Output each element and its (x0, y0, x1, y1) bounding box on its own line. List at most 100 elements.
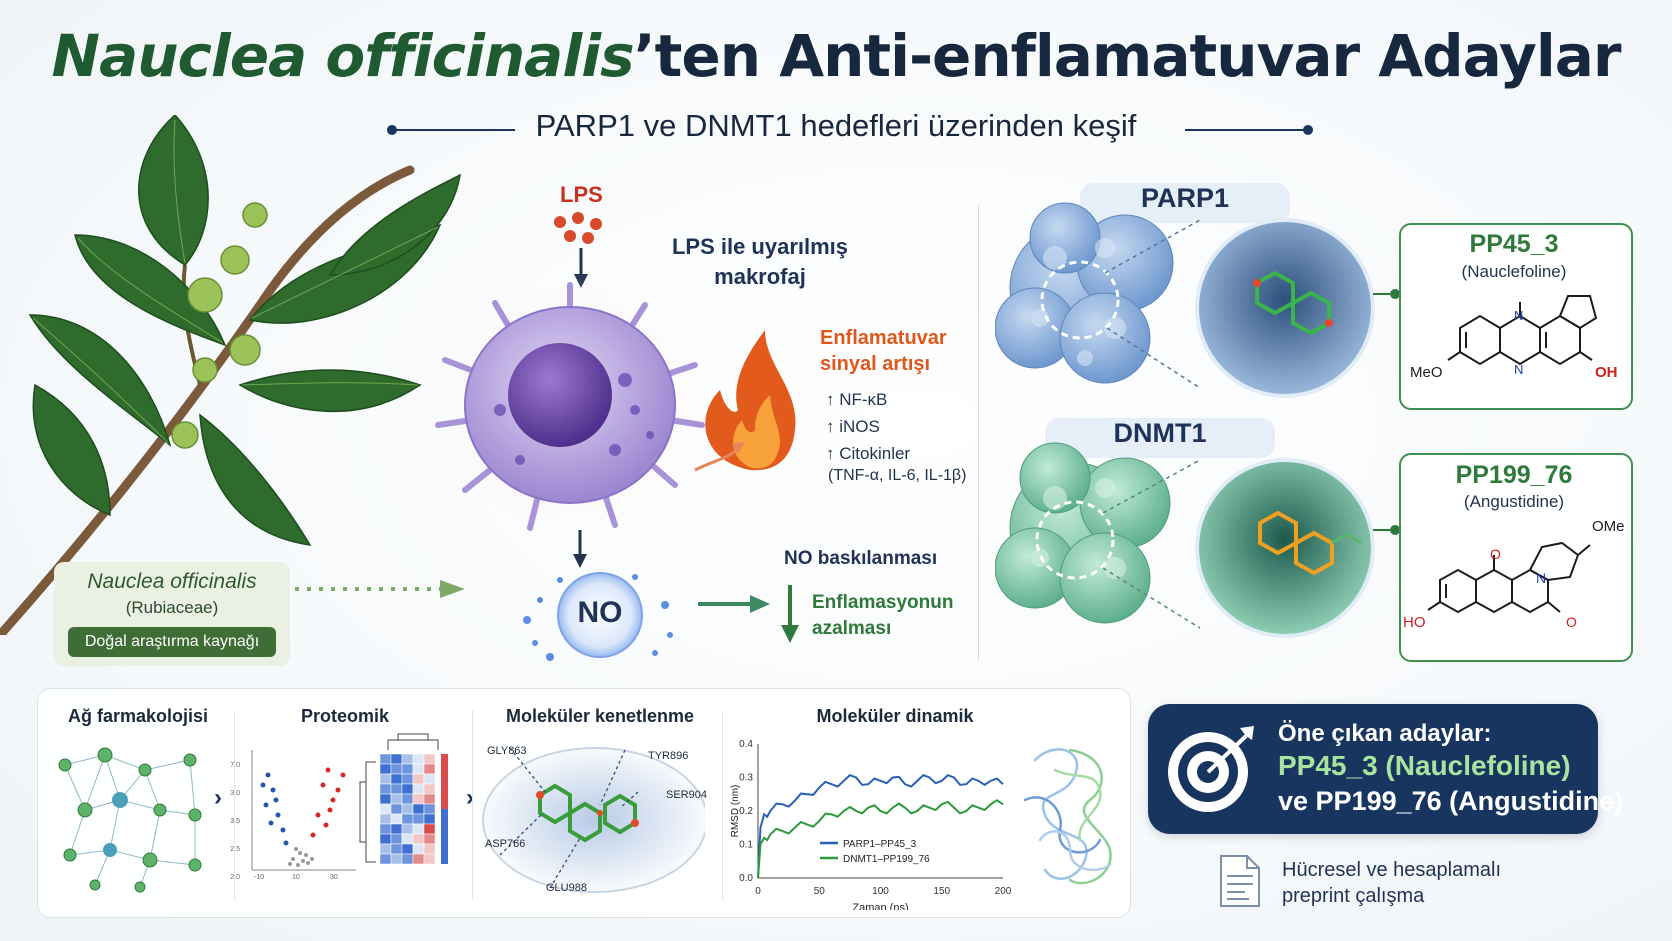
y-tick-label: 0.0 (739, 873, 753, 884)
pp199-atom-o2: O (1566, 614, 1577, 630)
step-docking: Moleküler kenetlenme (505, 706, 695, 726)
vertical-divider (978, 205, 979, 660)
signal-title: Enflamatuvar sinyal artışı (820, 325, 947, 377)
docking-pocket (482, 747, 705, 893)
heatmap-cell (379, 833, 392, 845)
pp199-substituent-top: OMe (1592, 518, 1625, 535)
marker-list: ↑ NF-κB ↑ iNOS ↑ Citokinler (826, 386, 910, 467)
y-axis-label: RMSD (nm) (730, 785, 741, 838)
no-to-result-arrow (698, 595, 770, 613)
no-suppression-label: NO baskılanması (784, 548, 938, 569)
plant-to-cell-arrow (295, 580, 465, 598)
macrophage-label: LPS ile uyarılmış makrofaj (660, 232, 860, 292)
step-network-pharmacology: Ağ farmakolojisi (67, 706, 209, 726)
rmsd-lines (757, 773, 1004, 879)
heatmap-cell (390, 803, 403, 815)
heatmap-cell (390, 853, 403, 865)
heatmap-cell (423, 813, 436, 825)
residue-label: SER904 (666, 789, 707, 801)
legend-label: DNMT1–PP199_76 (843, 854, 930, 865)
flame-icon (694, 330, 796, 472)
rmsd-axes: 0.0 0.1 0.2 0.3 0.4 0 50 100 150 200 Zaman (ns) RMS… (730, 739, 1012, 910)
heatmap-cell (423, 833, 436, 845)
rmsd-legend: PARP1–PP45_3 DNMT1–PP199_76 (820, 839, 930, 865)
heatmap-cell (412, 793, 425, 805)
up-arrow-icon: ↑ (826, 444, 840, 463)
macrophage-label-line2: makrofaj (714, 264, 806, 289)
heatmap-cell (401, 783, 414, 795)
pp45-atom-n2: N (1514, 362, 1524, 377)
heatmap-cell (412, 773, 425, 785)
marker-item: ↑ Citokinler (826, 440, 910, 467)
volcano-y-ticks: 7.0 3.0 3.5 2.5 2.0 (226, 752, 240, 892)
volcano-x-tick: 30 (330, 874, 338, 881)
plant-source-tag: Doğal araştırma kaynağı (68, 627, 276, 657)
marker-item: ↑ NF-κB (826, 386, 910, 413)
x-tick-label: 100 (872, 886, 889, 897)
heatmap-cell (412, 763, 425, 775)
step-proteomics: Proteomik (300, 706, 390, 726)
chevron-right-icon: › (466, 784, 474, 811)
pp199-atom-o1: O (1490, 546, 1501, 562)
heatmap-cell (401, 833, 414, 845)
macrophage-cell (420, 273, 720, 537)
signal-title-line1: Enflamatuvar (820, 327, 947, 349)
residue-label: GLY863 (487, 745, 527, 757)
residue-label: TYR896 (648, 750, 689, 762)
plant-illustration (0, 115, 461, 635)
compound-pp199-name: (Angustidine) (1463, 492, 1565, 511)
up-arrow-icon: ↑ (826, 417, 840, 436)
y-tick-label: 0.4 (739, 739, 753, 750)
series-line-2 (757, 799, 1004, 879)
x-axis-label: Zaman (ns) (852, 902, 908, 910)
candidates-heading: Öne çıkan adaylar: (1278, 720, 1492, 747)
reduction-line2: azalması (812, 618, 892, 639)
rmsd-chart: 0.0 0.1 0.2 0.3 0.4 0 50 100 150 200 Zaman (ns) RMS… (730, 739, 1012, 910)
compound-card-pp45 (1399, 223, 1633, 410)
heatmap-cell (379, 763, 392, 775)
heatmap-cell (390, 783, 403, 795)
step-divider (234, 710, 235, 900)
step-divider (722, 710, 723, 900)
series-line-1 (757, 773, 1004, 879)
heatmap-cell (423, 763, 436, 775)
heatmap-cell (412, 783, 425, 795)
heatmap-cell (379, 823, 392, 835)
study-note-line1: Hücresel ve hesaplamalı (1282, 859, 1501, 881)
heatmap-cell (379, 853, 392, 865)
volcano-y-tick: 3.5 (230, 818, 240, 825)
x-tick-label: 150 (933, 886, 950, 897)
subtitle-rule (387, 125, 1313, 135)
heatmap-cell (390, 753, 403, 765)
heatmap-cell (401, 773, 414, 785)
study-note: Hücresel ve hesaplamalı preprint çalışma (1282, 857, 1501, 909)
residue-label: ASP766 (485, 838, 526, 850)
legend-label: PARP1–PP45_3 (843, 839, 917, 850)
pp45-substituent-left: MeO (1410, 364, 1443, 381)
heatmap-cell (423, 753, 436, 765)
no-bubble (523, 572, 673, 661)
title-species: Nauclea officinalis (51, 22, 635, 90)
candidate-pp199: ve PP199_76 (Angustidine) (1278, 786, 1623, 817)
pp45-substituent-right: OH (1595, 364, 1618, 381)
heatmap-cell (412, 833, 425, 845)
down-arrow-icon (781, 585, 799, 643)
heatmap-cell (401, 843, 414, 855)
heatmap-cell (401, 793, 414, 805)
plant-family: (Rubiaceae) (125, 598, 219, 617)
volcano-y-tick: 7.0 (230, 762, 240, 769)
residue-label: GLU988 (546, 882, 587, 894)
target-proteins-graphic (995, 183, 1400, 638)
y-tick-label: 0.2 (739, 806, 753, 817)
heatmap-cell (412, 843, 425, 855)
heatmap-cell (423, 823, 436, 835)
up-arrow-icon: ↑ (826, 390, 840, 409)
cytokine-list: (TNF-α, IL-6, IL-1β) (828, 467, 967, 484)
document-icon (1220, 855, 1260, 907)
pp45-structure (1447, 295, 1598, 366)
heatmap-cell (423, 843, 436, 855)
heatmap-cell (401, 823, 414, 835)
candidate-pp45: PP45_3 (Nauclefoline) (1278, 750, 1571, 781)
heatmap-cell (401, 853, 414, 865)
